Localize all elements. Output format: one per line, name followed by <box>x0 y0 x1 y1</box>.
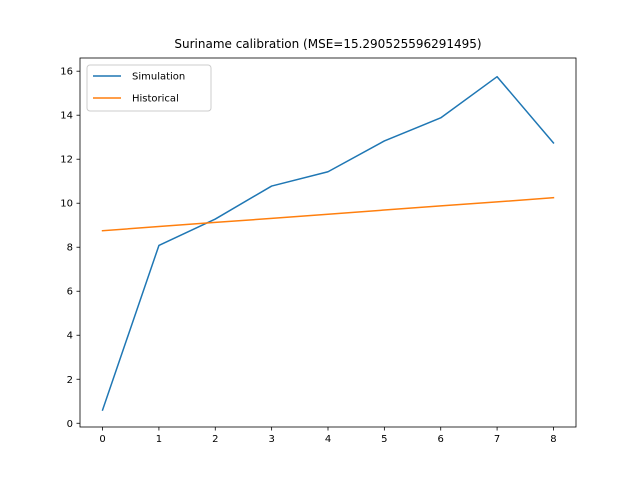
x-tick-label: 4 <box>325 434 331 445</box>
x-tick-label: 1 <box>156 434 162 445</box>
x-tick-label: 2 <box>212 434 218 445</box>
y-tick-label: 0 <box>67 419 73 430</box>
y-tick-label: 8 <box>67 243 73 254</box>
legend-label-historical: Historical <box>132 94 179 105</box>
y-tick-label: 4 <box>67 331 73 342</box>
legend: Simulation Historical <box>86 64 212 112</box>
series-line-historical <box>101 196 555 232</box>
y-tick-label: 2 <box>67 375 73 386</box>
legend-label-simulation: Simulation <box>132 72 185 83</box>
chart-title: Suriname calibration (MSE=15.29052559629… <box>174 37 481 51</box>
x-tick-label: 7 <box>494 434 500 445</box>
x-tick-label: 6 <box>438 434 444 445</box>
x-tick-label: 3 <box>268 434 274 445</box>
y-tick-label: 12 <box>60 155 73 166</box>
plot-frame <box>79 57 577 428</box>
x-tick-label: 8 <box>550 434 556 445</box>
x-tick-label: 0 <box>99 434 105 445</box>
plot-area <box>80 58 576 427</box>
y-tick-label: 6 <box>67 287 73 298</box>
series-group <box>101 75 555 412</box>
series-line-simulation <box>101 75 555 412</box>
x-tick-label: 5 <box>381 434 387 445</box>
y-tick-label: 14 <box>60 111 73 122</box>
y-tick-label: 10 <box>60 199 73 210</box>
y-tick-label: 16 <box>60 67 73 78</box>
